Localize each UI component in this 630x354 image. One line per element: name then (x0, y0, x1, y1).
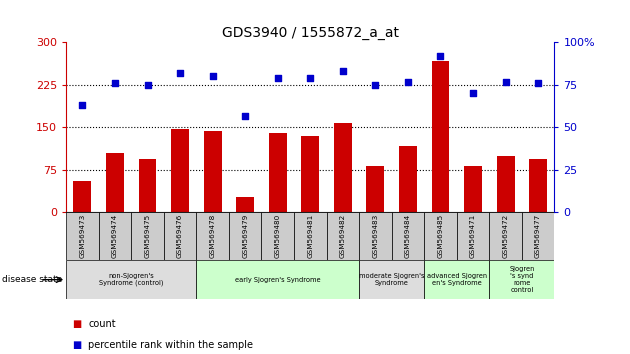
Point (370, 82, 381, 88)
Point (403, 79, 413, 84)
Bar (269, 133, 287, 212)
Text: GSM569472: GSM569472 (503, 214, 508, 258)
Text: GSM569485: GSM569485 (437, 214, 444, 258)
Bar (229, 212, 261, 260)
Bar (301, 136, 319, 212)
Text: count: count (88, 319, 116, 329)
Text: GSM569481: GSM569481 (307, 214, 313, 258)
Bar (164, 212, 197, 260)
Text: GSM569477: GSM569477 (535, 214, 541, 258)
Point (500, 79, 510, 84)
Point (338, 69, 348, 74)
Bar (106, 153, 124, 212)
Bar (464, 166, 482, 212)
Bar (490, 212, 522, 260)
Text: GSM569476: GSM569476 (177, 214, 183, 258)
Bar (197, 260, 359, 299)
Text: GSM569471: GSM569471 (470, 214, 476, 258)
Bar (457, 212, 490, 260)
Text: GSM569480: GSM569480 (275, 214, 281, 258)
Bar (529, 159, 547, 212)
Text: Sjogren
's synd
rome
control: Sjogren 's synd rome control (509, 266, 534, 293)
Text: percentile rank within the sample: percentile rank within the sample (88, 340, 253, 350)
Bar (424, 212, 457, 260)
Text: GSM569475: GSM569475 (144, 214, 151, 258)
Point (533, 80, 543, 86)
Bar (236, 196, 254, 212)
Bar (490, 260, 554, 299)
Bar (99, 212, 131, 260)
Bar (367, 166, 384, 212)
Bar (74, 181, 91, 212)
Point (435, 53, 445, 59)
Point (207, 74, 218, 79)
Bar (399, 145, 417, 212)
Text: GSM569483: GSM569483 (372, 214, 379, 258)
Text: disease state: disease state (2, 275, 62, 284)
Text: ■: ■ (72, 319, 82, 329)
Bar (392, 212, 424, 260)
Title: GDS3940 / 1555872_a_at: GDS3940 / 1555872_a_at (222, 26, 399, 40)
Bar (131, 212, 164, 260)
Bar (139, 159, 156, 212)
Point (240, 113, 250, 118)
Text: GSM569484: GSM569484 (405, 214, 411, 258)
Point (305, 75, 315, 81)
Text: GSM569478: GSM569478 (210, 214, 215, 258)
Bar (261, 212, 294, 260)
Bar (326, 212, 359, 260)
Point (142, 82, 152, 88)
Text: advanced Sjogren
en's Syndrome: advanced Sjogren en's Syndrome (427, 273, 487, 286)
Bar (171, 129, 189, 212)
Bar (197, 212, 229, 260)
Bar (432, 61, 449, 212)
Point (77, 103, 88, 108)
Bar (203, 131, 222, 212)
Text: GSM569473: GSM569473 (79, 214, 86, 258)
Bar (334, 123, 352, 212)
Bar (294, 212, 326, 260)
Bar (522, 212, 554, 260)
Text: non-Sjogren's
Syndrome (control): non-Sjogren's Syndrome (control) (99, 273, 164, 286)
Text: ■: ■ (72, 340, 82, 350)
Text: early Sjogren's Syndrome: early Sjogren's Syndrome (235, 277, 321, 282)
Point (175, 70, 185, 76)
Bar (359, 212, 392, 260)
Point (110, 80, 120, 86)
Bar (424, 260, 490, 299)
Point (273, 75, 283, 81)
Bar (496, 156, 515, 212)
Bar (66, 212, 99, 260)
Text: GSM569479: GSM569479 (242, 214, 248, 258)
Point (468, 91, 478, 96)
Text: moderate Sjogren's
Syndrome: moderate Sjogren's Syndrome (359, 273, 425, 286)
Text: GSM569474: GSM569474 (112, 214, 118, 258)
Bar (66, 260, 197, 299)
Text: GSM569482: GSM569482 (340, 214, 346, 258)
Bar (359, 260, 424, 299)
